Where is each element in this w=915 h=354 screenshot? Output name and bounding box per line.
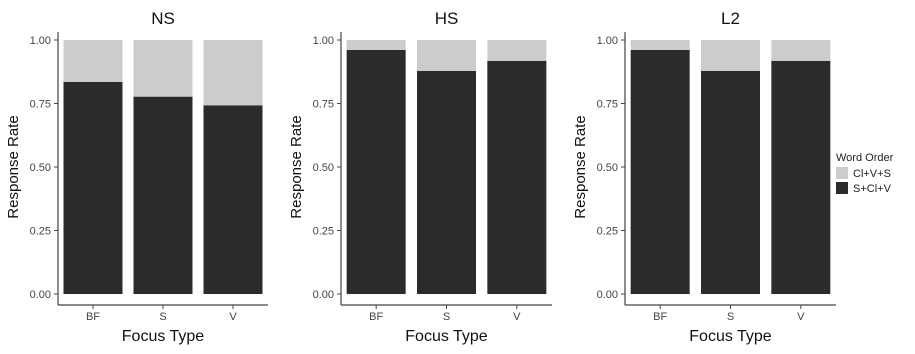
bar-l2-v-clvs — [771, 40, 831, 61]
y-tick-label-ns: 0.25 — [30, 226, 51, 238]
bar-hs-bf-sclv — [346, 49, 406, 294]
y-tick-label-hs: 0.00 — [313, 289, 334, 301]
x-tick-label-ns: S — [159, 311, 166, 323]
bar-hs-v-clvs — [487, 40, 547, 61]
y-tick-label-hs: 0.75 — [313, 99, 334, 111]
y-axis-label-l2: Response Rate — [572, 115, 589, 218]
legend-label-sclv: S+Cl+V — [853, 183, 892, 195]
bar-l2-bf-sclv — [630, 49, 690, 294]
x-axis-label-hs: Focus Type — [405, 328, 488, 345]
bar-ns-s-clvs — [133, 40, 193, 97]
y-tick-label-hs: 1.00 — [313, 35, 334, 47]
legend-key-sclv — [836, 182, 848, 194]
bar-hs-s-sclv — [417, 70, 476, 294]
y-tick-label-ns: 0.00 — [30, 289, 51, 301]
legend-label-clvs: Cl+V+S — [853, 168, 891, 180]
bar-ns-bf-sclv — [63, 81, 123, 294]
y-tick-label-l2: 1.00 — [597, 35, 618, 47]
y-tick-label-l2: 0.75 — [597, 99, 618, 111]
x-tick-label-ns: V — [229, 311, 237, 323]
y-tick-label-l2: 0.50 — [597, 162, 618, 174]
bar-l2-bf-clvs — [630, 40, 690, 50]
x-tick-label-l2: V — [797, 311, 805, 323]
bar-ns-v-sclv — [203, 105, 263, 294]
panel-ns: NS Response Rate 0.00 0.25 0.50 0.75 1.00 BF S V F… — [5, 9, 268, 345]
x-tick-label-hs: S — [443, 311, 450, 323]
y-tick-label-hs: 0.25 — [313, 226, 334, 238]
bar-hs-bf-clvs — [346, 40, 406, 50]
panel-l2: L2 Response Rate 0.00 0.25 0.50 0.75 1.00 BF S V F… — [572, 9, 836, 345]
legend-title: Word Order — [836, 152, 894, 164]
x-tick-label-hs: BF — [369, 311, 383, 323]
y-tick-label-ns: 1.00 — [30, 35, 51, 47]
bar-ns-s-sclv — [133, 96, 193, 294]
panel-title-ns: NS — [151, 9, 175, 28]
legend-key-clvs — [836, 167, 848, 179]
legend: Word Order Cl+V+S S+Cl+V — [836, 152, 894, 195]
bar-l2-s-sclv — [701, 70, 760, 294]
y-axis-label-ns: Response Rate — [5, 115, 22, 218]
y-tick-label-l2: 0.25 — [597, 226, 618, 238]
panel-title-l2: L2 — [721, 9, 740, 28]
bar-ns-bf-clvs — [63, 40, 123, 82]
x-tick-label-ns: BF — [86, 311, 100, 323]
y-tick-label-hs: 0.50 — [313, 162, 334, 174]
panel-title-hs: HS — [435, 9, 459, 28]
bar-ns-v-clvs — [203, 40, 263, 106]
bar-l2-v-sclv — [771, 60, 831, 294]
bar-l2-s-clvs — [701, 40, 760, 71]
x-tick-label-hs: V — [513, 311, 521, 323]
x-tick-label-l2: S — [727, 311, 734, 323]
y-tick-label-l2: 0.00 — [597, 289, 618, 301]
x-axis-label-l2: Focus Type — [689, 328, 772, 345]
x-tick-label-l2: BF — [653, 311, 667, 323]
panel-hs: HS Response Rate 0.00 0.25 0.50 0.75 1.00 BF S V F… — [288, 9, 552, 345]
bar-hs-v-sclv — [487, 60, 547, 294]
y-tick-label-ns: 0.50 — [30, 162, 51, 174]
y-tick-label-ns: 0.75 — [30, 99, 51, 111]
x-axis-label-ns: Focus Type — [122, 328, 205, 345]
bar-hs-s-clvs — [417, 40, 476, 71]
y-axis-label-hs: Response Rate — [288, 115, 305, 218]
